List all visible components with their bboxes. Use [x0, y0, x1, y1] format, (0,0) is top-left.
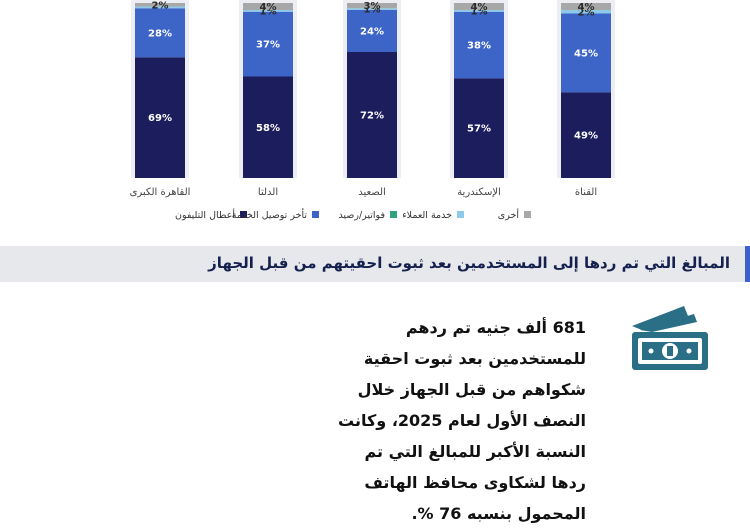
bar-segment: [135, 3, 185, 7]
bar-group: 57% 38% 1%4% الإسكندرية: [450, 0, 508, 198]
bar-segment: [347, 52, 397, 178]
legend-label: أعطال التليفون: [175, 208, 235, 221]
bar-segment: [454, 10, 504, 12]
legend-label: تأخر توصيل الخدمة: [232, 208, 308, 221]
bar-segment: [347, 8, 397, 10]
bar-segment: [454, 3, 504, 10]
bar-group: 72% 24% 1%3% الصعيد: [343, 0, 401, 198]
legend-item: خدمة العملاء: [402, 210, 464, 221]
bar-segment: [135, 6, 185, 9]
bar-segment: [561, 10, 611, 14]
legend-label: فواتير/رصيد: [338, 210, 385, 221]
bar-segment: [347, 10, 397, 52]
data-label: 28%: [148, 28, 172, 39]
data-label: 38%: [467, 41, 491, 52]
data-label: 72%: [360, 111, 384, 122]
data-label: 2%: [152, 0, 169, 11]
bar-segment: [243, 10, 293, 12]
bar-segment: [561, 3, 611, 10]
legend-label: خدمة العملاء: [402, 210, 452, 221]
legend-item: فواتير/رصيد: [338, 210, 397, 221]
data-label: 58%: [256, 123, 280, 134]
section-title: المبالغ التي تم ردها إلى المستخدمين بعد …: [208, 254, 730, 272]
bar-group: 49% 45% 2%4% القناة: [557, 0, 615, 198]
bar-segment: [135, 57, 185, 178]
bar-segment: [454, 11, 504, 79]
bar-segment: [243, 76, 293, 178]
data-label: 45%: [574, 48, 598, 59]
bar-segment: [561, 13, 611, 93]
bar-segment: [561, 92, 611, 178]
stacked-bar-chart: 69%28%2%القاهرة الكبرى58%37%1%4%الدلتا72…: [130, 0, 615, 221]
money-icon: [632, 306, 708, 370]
data-label: 69%: [148, 113, 172, 124]
bar-segment: [347, 3, 397, 9]
data-label: 49%: [574, 131, 598, 142]
data-label: 4%: [578, 2, 595, 13]
section-header: المبالغ التي تم ردها إلى المستخدمين بعد …: [0, 246, 750, 282]
data-label: 3%: [364, 1, 381, 12]
legend-item: أعطال التليفون: [175, 208, 247, 221]
legend-swatch: [312, 211, 319, 218]
data-label: 57%: [467, 124, 491, 135]
data-label: 4%: [260, 2, 277, 13]
info-text: 681 ألف جنيه تم ردهم للمستخدمين بعد ثبوت…: [338, 318, 586, 523]
data-label: 1%: [471, 6, 488, 17]
category-label: الصعيد: [358, 187, 386, 198]
data-label: 1%: [260, 6, 277, 17]
legend-label: أخرى: [498, 208, 520, 221]
data-label: 37%: [256, 40, 280, 51]
bar-segment: [243, 3, 293, 10]
data-label: 4%: [471, 2, 488, 13]
bar-group: 58% 37% 1%4% الدلتا: [239, 0, 297, 198]
legend-swatch: [524, 211, 531, 218]
category-label: القاهرة الكبرى: [130, 187, 191, 198]
legend-item: أخرى: [498, 208, 531, 221]
bar-group: 69% 28% 2% القاهرة الكبرى: [130, 0, 191, 198]
data-label: 2%: [578, 7, 595, 18]
bar-segment: [135, 8, 185, 58]
category-label: الدلتا: [258, 187, 278, 198]
legend-item: تأخر توصيل الخدمة: [232, 208, 319, 221]
bar-segment: [454, 78, 504, 178]
legend-swatch: [457, 211, 464, 218]
category-label: الإسكندرية: [457, 187, 501, 198]
legend-swatch: [240, 211, 247, 218]
category-label: القناة: [575, 187, 597, 198]
data-label: 1%: [364, 5, 381, 16]
bar-segment: [243, 11, 293, 77]
legend-swatch: [390, 211, 397, 218]
data-label: 24%: [360, 27, 384, 38]
